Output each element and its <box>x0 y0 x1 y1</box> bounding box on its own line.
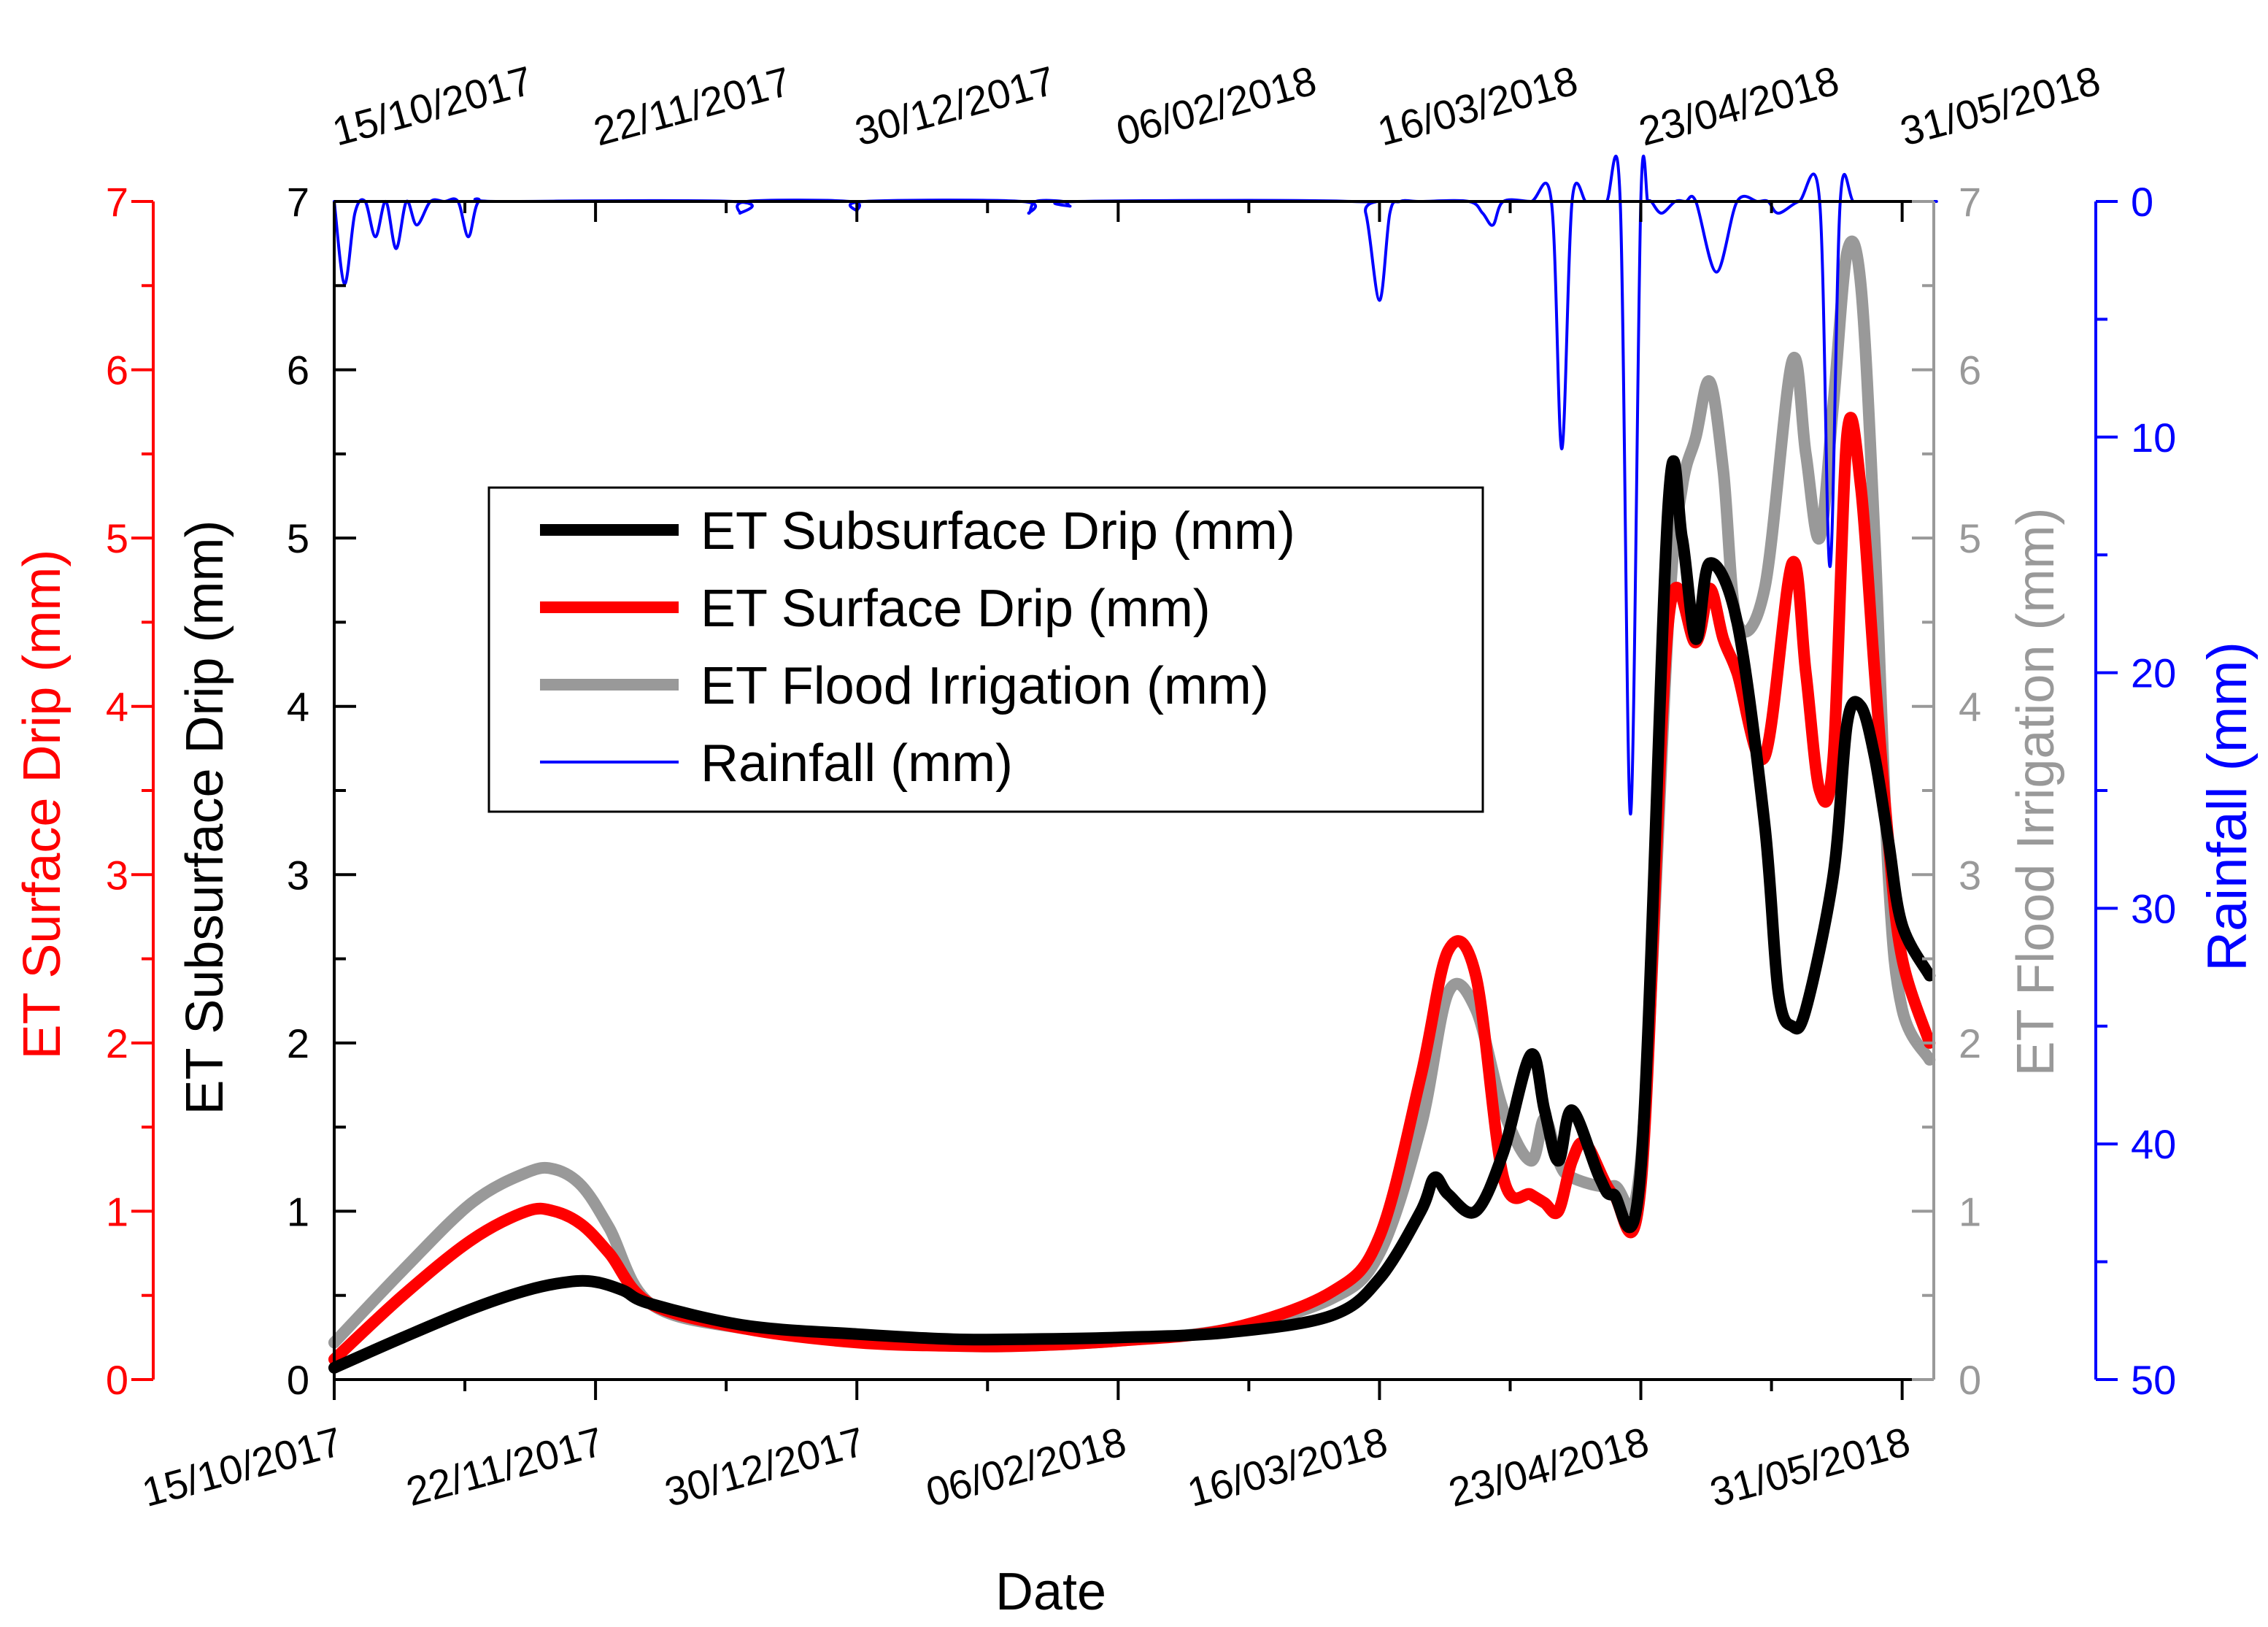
subsurface_drip-tick-label: 7 <box>287 179 309 225</box>
legend-label: ET Flood Irrigation (mm) <box>701 657 1269 715</box>
legend-box <box>487 486 1484 813</box>
subsurface-drip-axis-title: ET Subsurface Drip (mm) <box>176 520 234 1115</box>
rainfall-tick-label: 30 <box>2131 885 2176 931</box>
flood_irrigation-tick-label: 3 <box>1959 852 1981 898</box>
flood_irrigation-tick-label: 2 <box>1959 1020 1981 1066</box>
subsurface_drip-tick-label: 5 <box>287 515 309 561</box>
subsurface_drip-tick-label: 0 <box>287 1357 309 1403</box>
legend: ET Subsurface Drip (mm) ET Surface Drip (… <box>487 486 1484 813</box>
legend-label: ET Surface Drip (mm) <box>701 580 1211 638</box>
series-layer <box>328 154 1938 1374</box>
rainfall-tick-label: 20 <box>2131 650 2176 696</box>
rainfall-tick-label: 40 <box>2131 1121 2176 1167</box>
subsurface_drip-tick-label: 2 <box>287 1020 309 1066</box>
flood_irrigation-tick-label: 7 <box>1959 179 1981 225</box>
surface_drip-tick-label: 5 <box>106 515 128 561</box>
flood_irrigation-tick-label: 0 <box>1959 1357 1981 1403</box>
subsurface_drip-tick-label: 4 <box>287 684 309 730</box>
surface_drip-tick-label: 6 <box>106 347 128 393</box>
rainfall-axis-title: Rainfall (mm) <box>2196 642 2259 972</box>
surface_drip-tick-label: 3 <box>106 852 128 898</box>
legend-items: ET Subsurface Drip (mm) ET Surface Drip (… <box>540 502 1295 793</box>
surface_drip-tick-label: 7 <box>106 179 128 225</box>
flood_irrigation-tick-label: 4 <box>1959 684 1981 730</box>
et-subsurface-drip-line <box>328 455 1936 1374</box>
surface_drip-tick-label: 2 <box>106 1020 128 1066</box>
flood_irrigation-tick-label: 5 <box>1959 515 1981 561</box>
rainfall-tick-label: 10 <box>2131 415 2176 461</box>
surface_drip-tick-label: 4 <box>106 684 128 730</box>
legend-label: Rainfall (mm) <box>701 734 1013 793</box>
flood-irrigation-axis-title: ET Flood Irrigation (mm) <box>2007 508 2065 1077</box>
flood_irrigation-tick-label: 1 <box>1959 1188 1981 1234</box>
rainfall-tick-label: 50 <box>2131 1357 2176 1403</box>
subsurface_drip-tick-label: 6 <box>287 347 309 393</box>
x-axis-title: Date <box>995 1563 1106 1621</box>
subsurface_drip-tick-label: 1 <box>287 1188 309 1234</box>
subsurface_drip-tick-label: 3 <box>287 852 309 898</box>
surface-drip-axis-title: ET Surface Drip (mm) <box>13 550 72 1060</box>
legend-label: ET Subsurface Drip (mm) <box>701 502 1295 561</box>
flood_irrigation-tick-label: 6 <box>1959 347 1981 393</box>
surface_drip-tick-label: 0 <box>106 1357 128 1403</box>
surface_drip-tick-label: 1 <box>106 1188 128 1234</box>
rainfall-tick-label: 0 <box>2131 179 2153 225</box>
